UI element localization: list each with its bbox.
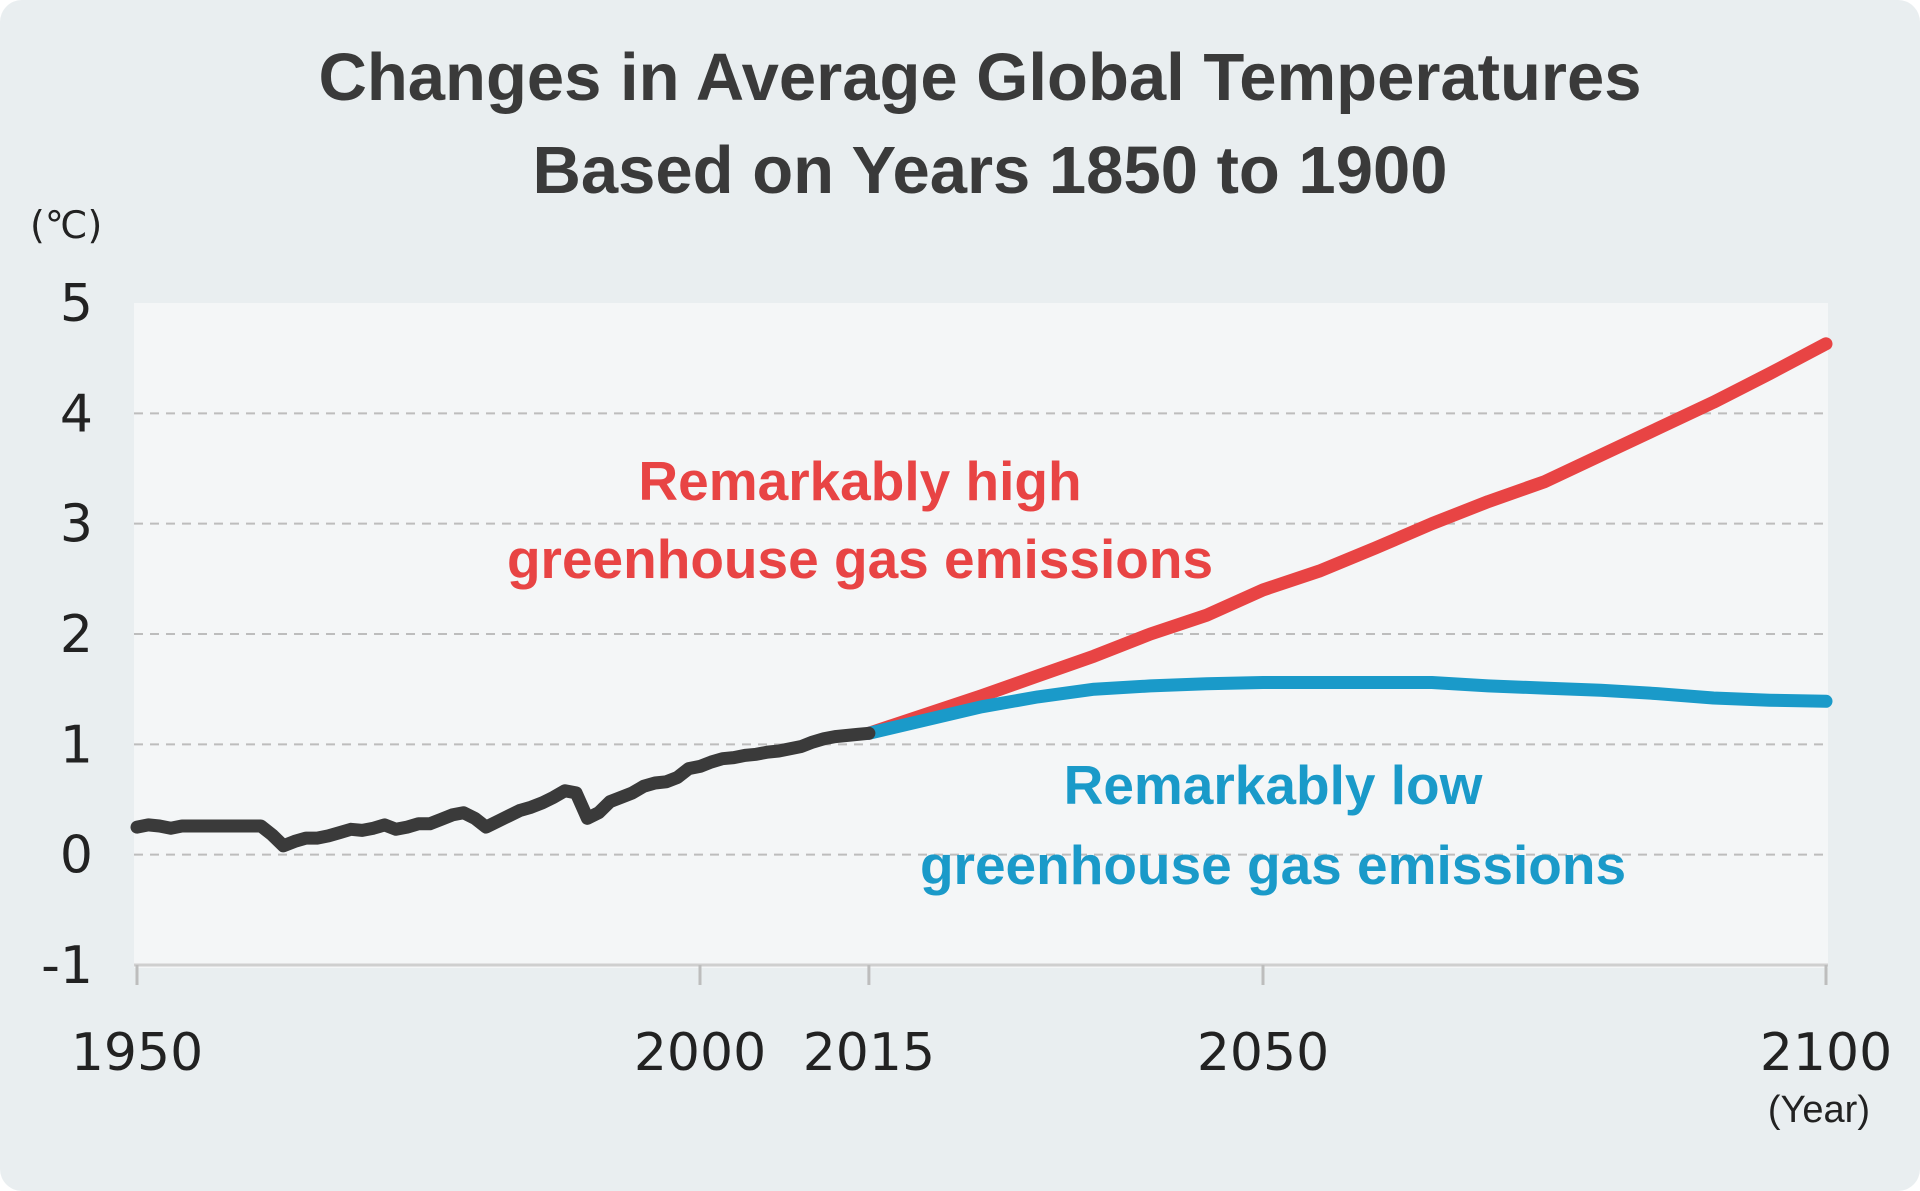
- high-emissions-label-line-2: greenhouse gas emissions: [507, 528, 1213, 590]
- x-axis-ticks: 1950 2000 2015 2050 2100: [71, 965, 1892, 1083]
- x-tick-label: 2015: [803, 1023, 935, 1083]
- chart-title-line-1: Changes in Average Global Temperatures: [318, 40, 1641, 115]
- y-tick-label: 1: [60, 715, 93, 775]
- high-emissions-label-line-1: Remarkably high: [638, 450, 1081, 512]
- low-emissions-label-line-1: Remarkably low: [1064, 754, 1483, 816]
- y-axis: 5 4 3 2 1 0 -1: [41, 274, 93, 996]
- low-emissions-label-line-2: greenhouse gas emissions: [920, 834, 1626, 896]
- series-line-observed: [130, 726, 876, 853]
- x-tick-label: 2050: [1197, 1023, 1329, 1083]
- x-axis-unit: (Year): [1768, 1089, 1870, 1131]
- y-tick-label: 0: [60, 826, 93, 886]
- series: [130, 337, 1833, 853]
- x-tick-label: 2100: [1760, 1023, 1892, 1083]
- y-tick-label: -1: [41, 936, 93, 996]
- y-tick-label: 4: [60, 384, 93, 444]
- chart-title-line-2: Based on Years 1850 to 1900: [532, 133, 1447, 208]
- series-line-high: [862, 337, 1833, 740]
- y-axis-unit: (℃): [30, 203, 102, 247]
- series-line-low: [862, 676, 1833, 740]
- x-tick-label: 2000: [634, 1023, 766, 1083]
- y-tick-label: 3: [60, 495, 93, 555]
- y-tick-label: 2: [60, 605, 93, 665]
- y-tick-label: 5: [60, 274, 93, 334]
- x-tick-label: 1950: [71, 1023, 203, 1083]
